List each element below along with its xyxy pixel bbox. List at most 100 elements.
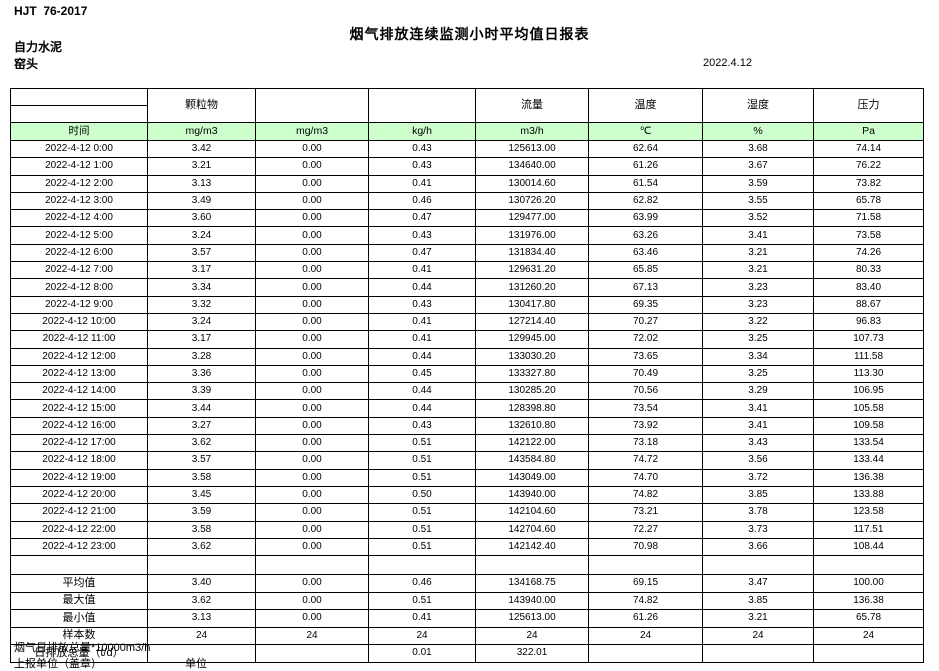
value-cell: 3.21 — [702, 261, 814, 280]
value-cell: 117.51 — [813, 520, 924, 539]
value-cell: 72.02 — [588, 330, 703, 349]
spacer-cell — [147, 555, 256, 576]
summary-value-cell — [813, 644, 924, 663]
value-cell: 0.47 — [368, 209, 476, 228]
value-cell: 3.42 — [147, 139, 256, 159]
value-cell: 142704.60 — [475, 520, 589, 539]
value-cell: 0.46 — [368, 191, 476, 211]
table-row: 2022-4-12 11:00 3.17 0.00 0.41 129945.00 72.0… — [10, 330, 924, 349]
group-header-cell: 流量 — [475, 88, 589, 123]
value-cell: 0.44 — [368, 347, 476, 366]
value-cell: 61.54 — [588, 174, 703, 193]
value-cell: 131834.40 — [475, 243, 589, 263]
time-cell: 2022-4-12 0:00 — [10, 139, 148, 159]
summary-value-cell: 24 — [588, 626, 703, 646]
value-cell: 3.57 — [147, 243, 256, 263]
time-cell: 2022-4-12 5:00 — [10, 226, 148, 245]
summary-value-cell: 0.00 — [255, 609, 369, 628]
value-cell: 0.43 — [368, 226, 476, 245]
value-cell: 0.41 — [368, 312, 476, 332]
value-cell: 131260.20 — [475, 278, 589, 297]
value-cell: 3.78 — [702, 503, 814, 522]
summary-value-cell: 134168.75 — [475, 574, 589, 593]
table-row: 2022-4-12 20:00 3.45 0.00 0.50 143940.00 74.8… — [10, 485, 924, 505]
value-cell: 3.45 — [147, 485, 256, 505]
value-cell: 134640.00 — [475, 157, 589, 176]
value-cell: 3.68 — [702, 139, 814, 159]
table-row: 2022-4-12 16:00 3.27 0.00 0.43 132610.80 73.9… — [10, 416, 924, 436]
value-cell: 0.43 — [368, 416, 476, 436]
value-cell: 3.44 — [147, 399, 256, 418]
time-cell: 2022-4-12 13:00 — [10, 364, 148, 384]
value-cell: 73.65 — [588, 347, 703, 366]
value-cell: 131976.00 — [475, 226, 589, 245]
value-cell: 0.41 — [368, 261, 476, 280]
value-cell: 80.33 — [813, 261, 924, 280]
table-row: 2022-4-12 14:00 3.39 0.00 0.44 130285.20 70.5… — [10, 382, 924, 401]
value-cell: 0.00 — [255, 157, 369, 176]
summary-label-cell: 最小值 — [10, 609, 148, 628]
value-cell: 67.13 — [588, 278, 703, 297]
report-table-wrap: 颗粒物 流量 温度 湿度 压力 时间 mg/m3 mg/m3 kg/h m3/h ℃% Pa 2022-… — [10, 88, 924, 663]
group-header-cell: 温度 — [588, 88, 703, 123]
summary-value-cell: 143940.00 — [475, 591, 589, 611]
spacer-cell — [588, 555, 703, 576]
value-cell: 108.44 — [813, 537, 924, 557]
spacer-cell — [702, 555, 814, 576]
value-cell: 0.51 — [368, 451, 476, 470]
summary-value-cell: 3.62 — [147, 591, 256, 611]
value-cell: 3.17 — [147, 261, 256, 280]
value-cell: 130417.80 — [475, 295, 589, 314]
value-cell: 74.14 — [813, 139, 924, 159]
value-cell: 3.34 — [702, 347, 814, 366]
summary-value-cell: 3.13 — [147, 609, 256, 628]
table-row: 2022-4-12 17:00 3.62 0.00 0.51 142122.00 73.1… — [10, 434, 924, 453]
value-cell: 133327.80 — [475, 364, 589, 384]
value-cell: 74.70 — [588, 468, 703, 487]
spacer-cell — [475, 555, 589, 576]
value-cell: 73.54 — [588, 399, 703, 418]
value-cell: 0.00 — [255, 312, 369, 332]
value-cell: 111.58 — [813, 347, 924, 366]
time-cell: 2022-4-12 15:00 — [10, 399, 148, 418]
table-row: 2022-4-12 13:00 3.36 0.00 0.45 133327.80 70.4… — [10, 364, 924, 384]
value-cell: 74.82 — [588, 485, 703, 505]
unit-header-cell: mg/m3 — [147, 122, 256, 141]
header-empty-cell — [10, 88, 148, 106]
value-cell: 3.28 — [147, 347, 256, 366]
value-cell: 0.00 — [255, 434, 369, 453]
value-cell: 3.41 — [702, 399, 814, 418]
value-cell: 3.57 — [147, 451, 256, 470]
value-cell: 0.51 — [368, 503, 476, 522]
page-title: 烟气排放连续监测小时平均值日报表 — [349, 26, 590, 42]
value-cell: 133.54 — [813, 434, 924, 453]
value-cell: 142142.40 — [475, 537, 589, 557]
time-cell: 2022-4-12 1:00 — [10, 157, 148, 176]
summary-value-cell: 3.47 — [702, 574, 814, 593]
value-cell: 70.49 — [588, 364, 703, 384]
time-column-header: 时间 — [10, 122, 148, 141]
unit-header-cell: mg/m3 — [255, 122, 369, 141]
value-cell: 3.21 — [702, 243, 814, 263]
value-cell: 0.51 — [368, 468, 476, 487]
spacer-cell — [255, 555, 369, 576]
value-cell: 0.00 — [255, 330, 369, 349]
time-cell: 2022-4-12 12:00 — [10, 347, 148, 366]
value-cell: 3.23 — [702, 278, 814, 297]
value-cell: 0.00 — [255, 295, 369, 314]
value-cell: 0.41 — [368, 174, 476, 193]
summary-value-cell: 0.41 — [368, 609, 476, 628]
summary-value-cell: 24 — [813, 626, 924, 646]
value-cell: 0.47 — [368, 243, 476, 263]
table-row: 2022-4-12 8:00 3.34 0.00 0.44 131260.20 67.13… — [10, 278, 924, 297]
value-cell: 130014.60 — [475, 174, 589, 193]
time-cell: 2022-4-12 10:00 — [10, 312, 148, 332]
value-cell: 0.00 — [255, 347, 369, 366]
value-cell: 0.00 — [255, 382, 369, 401]
value-cell: 3.41 — [702, 226, 814, 245]
value-cell: 70.27 — [588, 312, 703, 332]
value-cell: 0.51 — [368, 520, 476, 539]
value-cell: 133030.20 — [475, 347, 589, 366]
value-cell: 3.36 — [147, 364, 256, 384]
table-row: 2022-4-12 18:00 3.57 0.00 0.51 143584.80 74.7… — [10, 451, 924, 470]
